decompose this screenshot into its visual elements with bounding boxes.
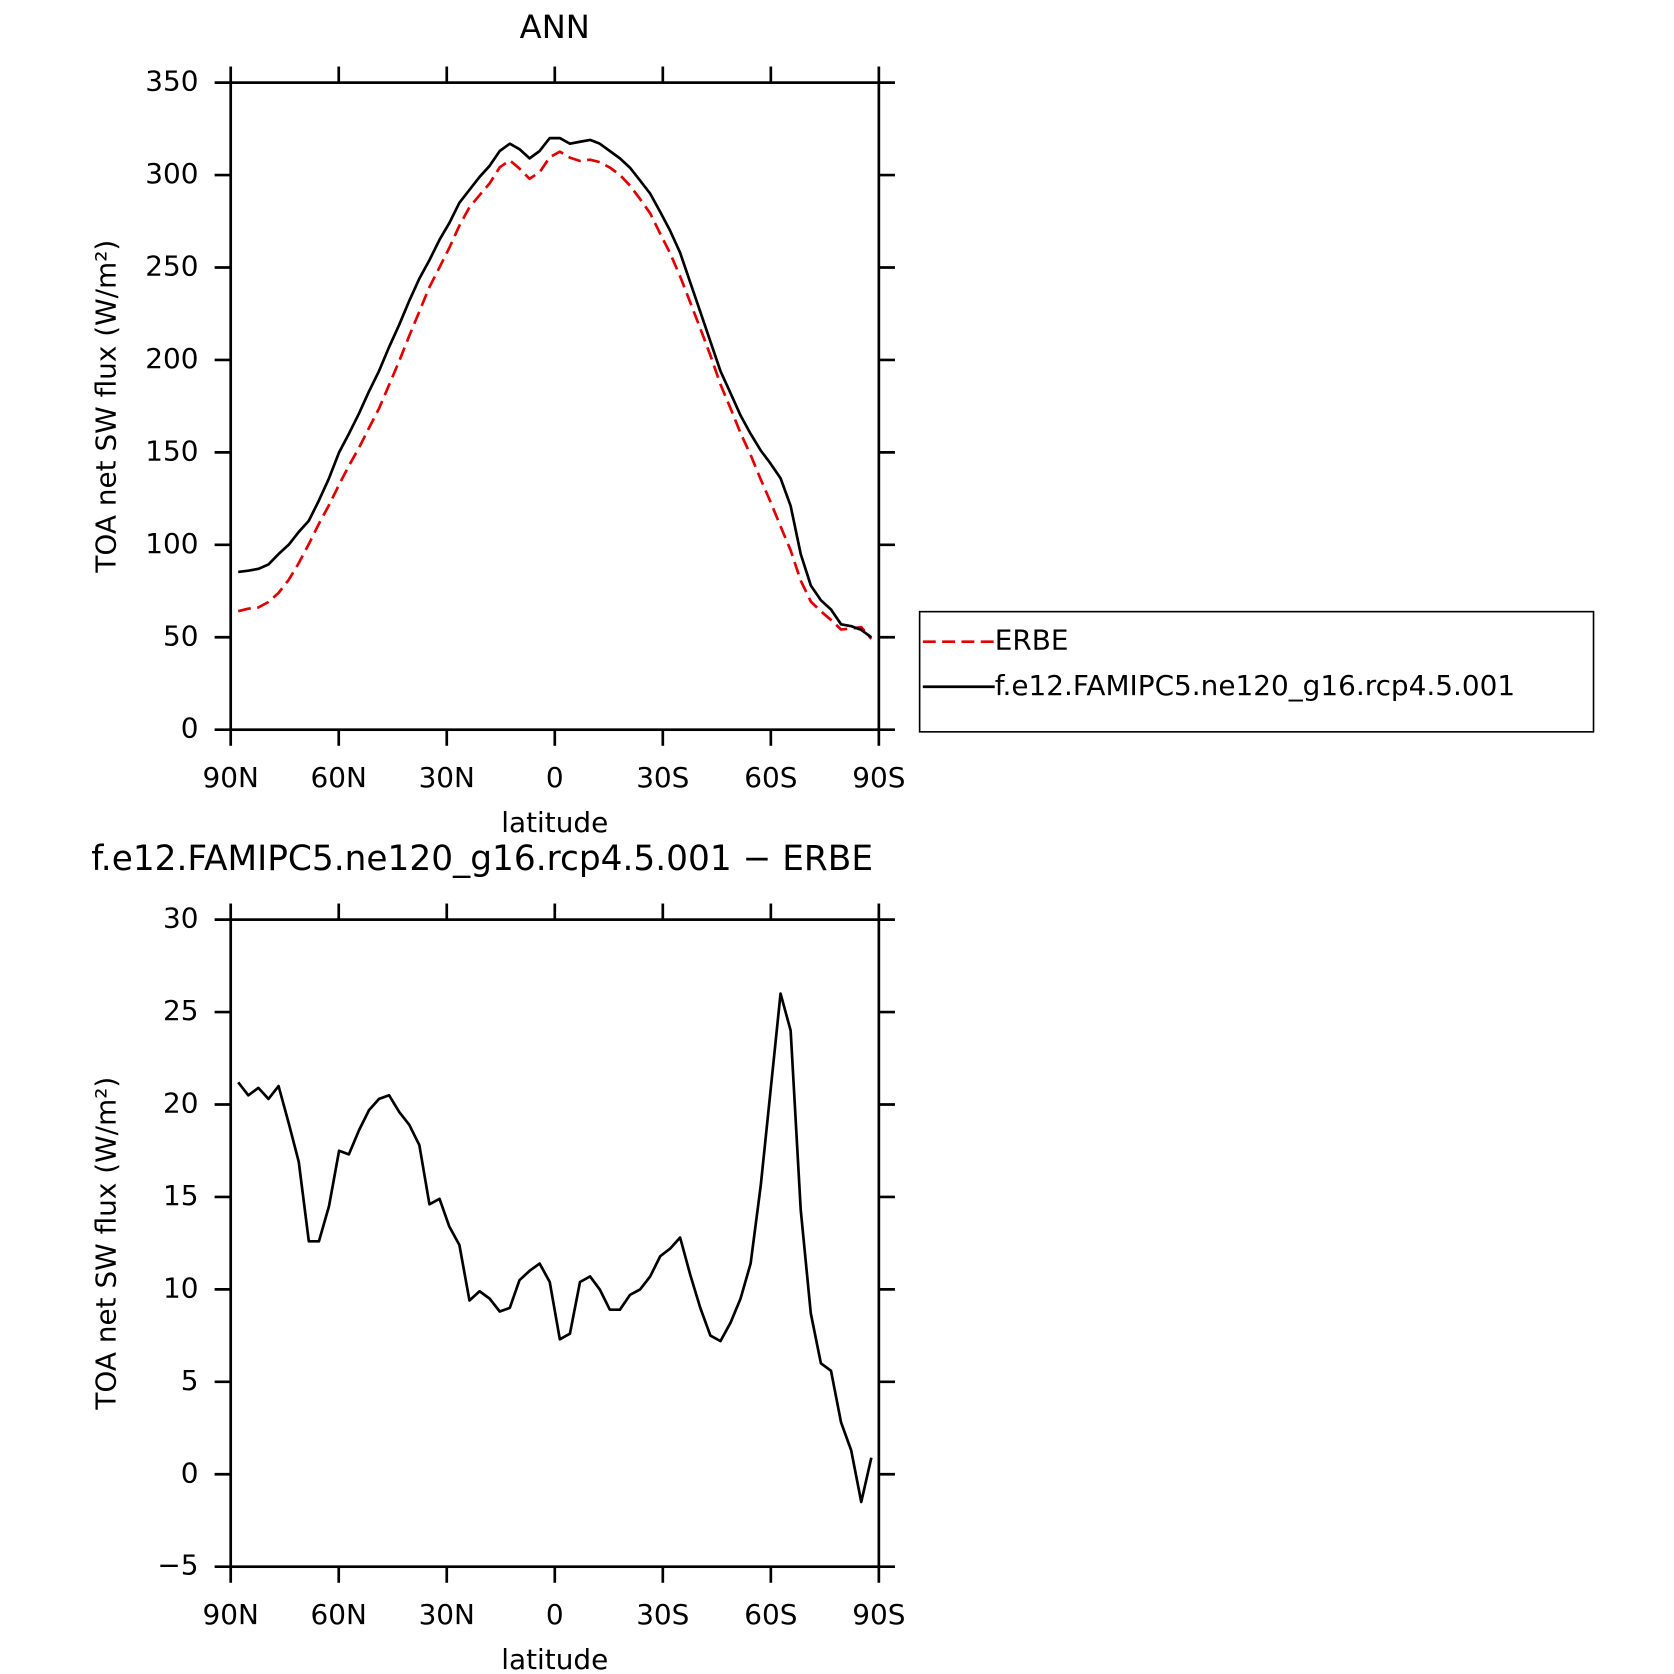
- y-tick-label: 200: [145, 342, 198, 375]
- y-tick-label: 20: [163, 1087, 198, 1120]
- y-tick-label: −5: [157, 1549, 198, 1582]
- y-axis-label: TOA net SW flux (W/m²): [89, 240, 122, 574]
- x-tick-label: 30S: [636, 1598, 689, 1631]
- plot-frame: [229, 918, 881, 1569]
- y-tick-label: 5: [181, 1364, 199, 1397]
- x-tick-label: 90N: [203, 761, 259, 794]
- y-tick-label: 25: [163, 994, 198, 1027]
- x-tick-label: 30N: [419, 1598, 475, 1631]
- chart-title: f.e12.FAMIPC5.ne120_g16.rcp4.5.001 − ERB…: [91, 839, 873, 879]
- y-tick-label: 0: [181, 712, 199, 745]
- y-tick-label: 150: [145, 434, 198, 467]
- data-line: [238, 136, 873, 639]
- x-tick-label: 90S: [852, 761, 905, 794]
- x-axis-label: latitude: [501, 1643, 608, 1674]
- y-tick-label: 50: [163, 619, 198, 652]
- y-tick-label: 300: [145, 157, 198, 190]
- x-tick-label: 60S: [744, 1598, 797, 1631]
- y-tick-label: 350: [145, 65, 198, 98]
- x-tick-label: 0: [546, 1598, 564, 1631]
- plot-frame: [229, 81, 881, 732]
- x-tick-label: 90S: [852, 1598, 905, 1631]
- y-tick-label: 10: [163, 1271, 198, 1304]
- legend-label: f.e12.FAMIPC5.ne120_g16.rcp4.5.001: [995, 669, 1515, 702]
- x-tick-label: 60N: [311, 761, 367, 794]
- data-line: [237, 992, 873, 1504]
- legend-box: [918, 610, 1595, 733]
- y-tick-label: 100: [145, 527, 198, 560]
- data-line: [237, 150, 873, 640]
- x-tick-label: 30S: [636, 761, 689, 794]
- x-axis-label: latitude: [501, 806, 608, 839]
- x-tick-label: 60S: [744, 761, 797, 794]
- y-tick-label: 15: [163, 1179, 198, 1212]
- x-tick-label: 90N: [203, 1598, 259, 1631]
- x-tick-label: 0: [546, 761, 564, 794]
- chart-title: ANN: [520, 8, 590, 46]
- y-tick-label: 250: [145, 250, 198, 283]
- legend-label: ERBE: [995, 624, 1069, 657]
- x-tick-label: 60N: [311, 1598, 367, 1631]
- y-tick-label: 30: [163, 902, 198, 935]
- y-tick-label: 0: [181, 1456, 199, 1489]
- y-axis-label: TOA net SW flux (W/m²): [89, 1077, 122, 1411]
- x-tick-label: 30N: [419, 761, 475, 794]
